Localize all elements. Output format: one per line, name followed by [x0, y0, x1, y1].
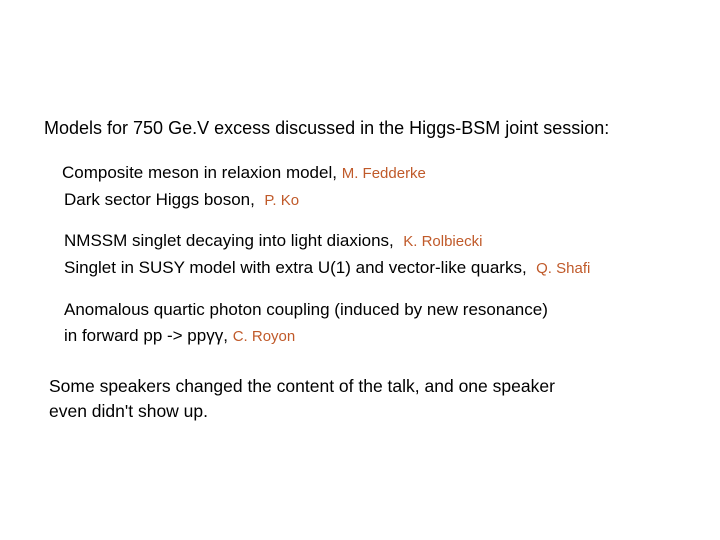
closing-line: Some speakers changed the content of the…: [49, 376, 555, 397]
bullet-item: Singlet in SUSY model with extra U(1) an…: [64, 258, 590, 278]
bullet-item: NMSSM singlet decaying into light diaxio…: [64, 231, 482, 251]
item-text: Anomalous quartic photon coupling (induc…: [64, 300, 548, 319]
bullet-item: Dark sector Higgs boson, P. Ko: [64, 190, 299, 210]
item-text: NMSSM singlet decaying into light diaxio…: [64, 231, 394, 250]
closing-line: even didn't show up.: [49, 401, 208, 422]
item-author: C. Royon: [233, 328, 296, 345]
item-author: M. Fedderke: [342, 165, 426, 182]
bullet-item: in forward pp -> ppγγ, C. Royon: [64, 326, 295, 346]
slide-title: Models for 750 Ge.V excess discussed in …: [44, 118, 609, 139]
item-author: P. Ko: [264, 192, 299, 209]
item-text: Composite meson in relaxion model,: [62, 163, 337, 182]
item-text: Dark sector Higgs boson,: [64, 190, 255, 209]
item-author: Q. Shafi: [536, 260, 590, 277]
item-text: Singlet in SUSY model with extra U(1) an…: [64, 258, 527, 277]
bullet-item: Composite meson in relaxion model, M. Fe…: [62, 163, 426, 183]
item-author: K. Rolbiecki: [403, 233, 482, 250]
item-text: in forward pp -> ppγγ,: [64, 326, 228, 345]
slide: Models for 750 Ge.V excess discussed in …: [0, 0, 720, 540]
bullet-item: Anomalous quartic photon coupling (induc…: [64, 300, 548, 320]
